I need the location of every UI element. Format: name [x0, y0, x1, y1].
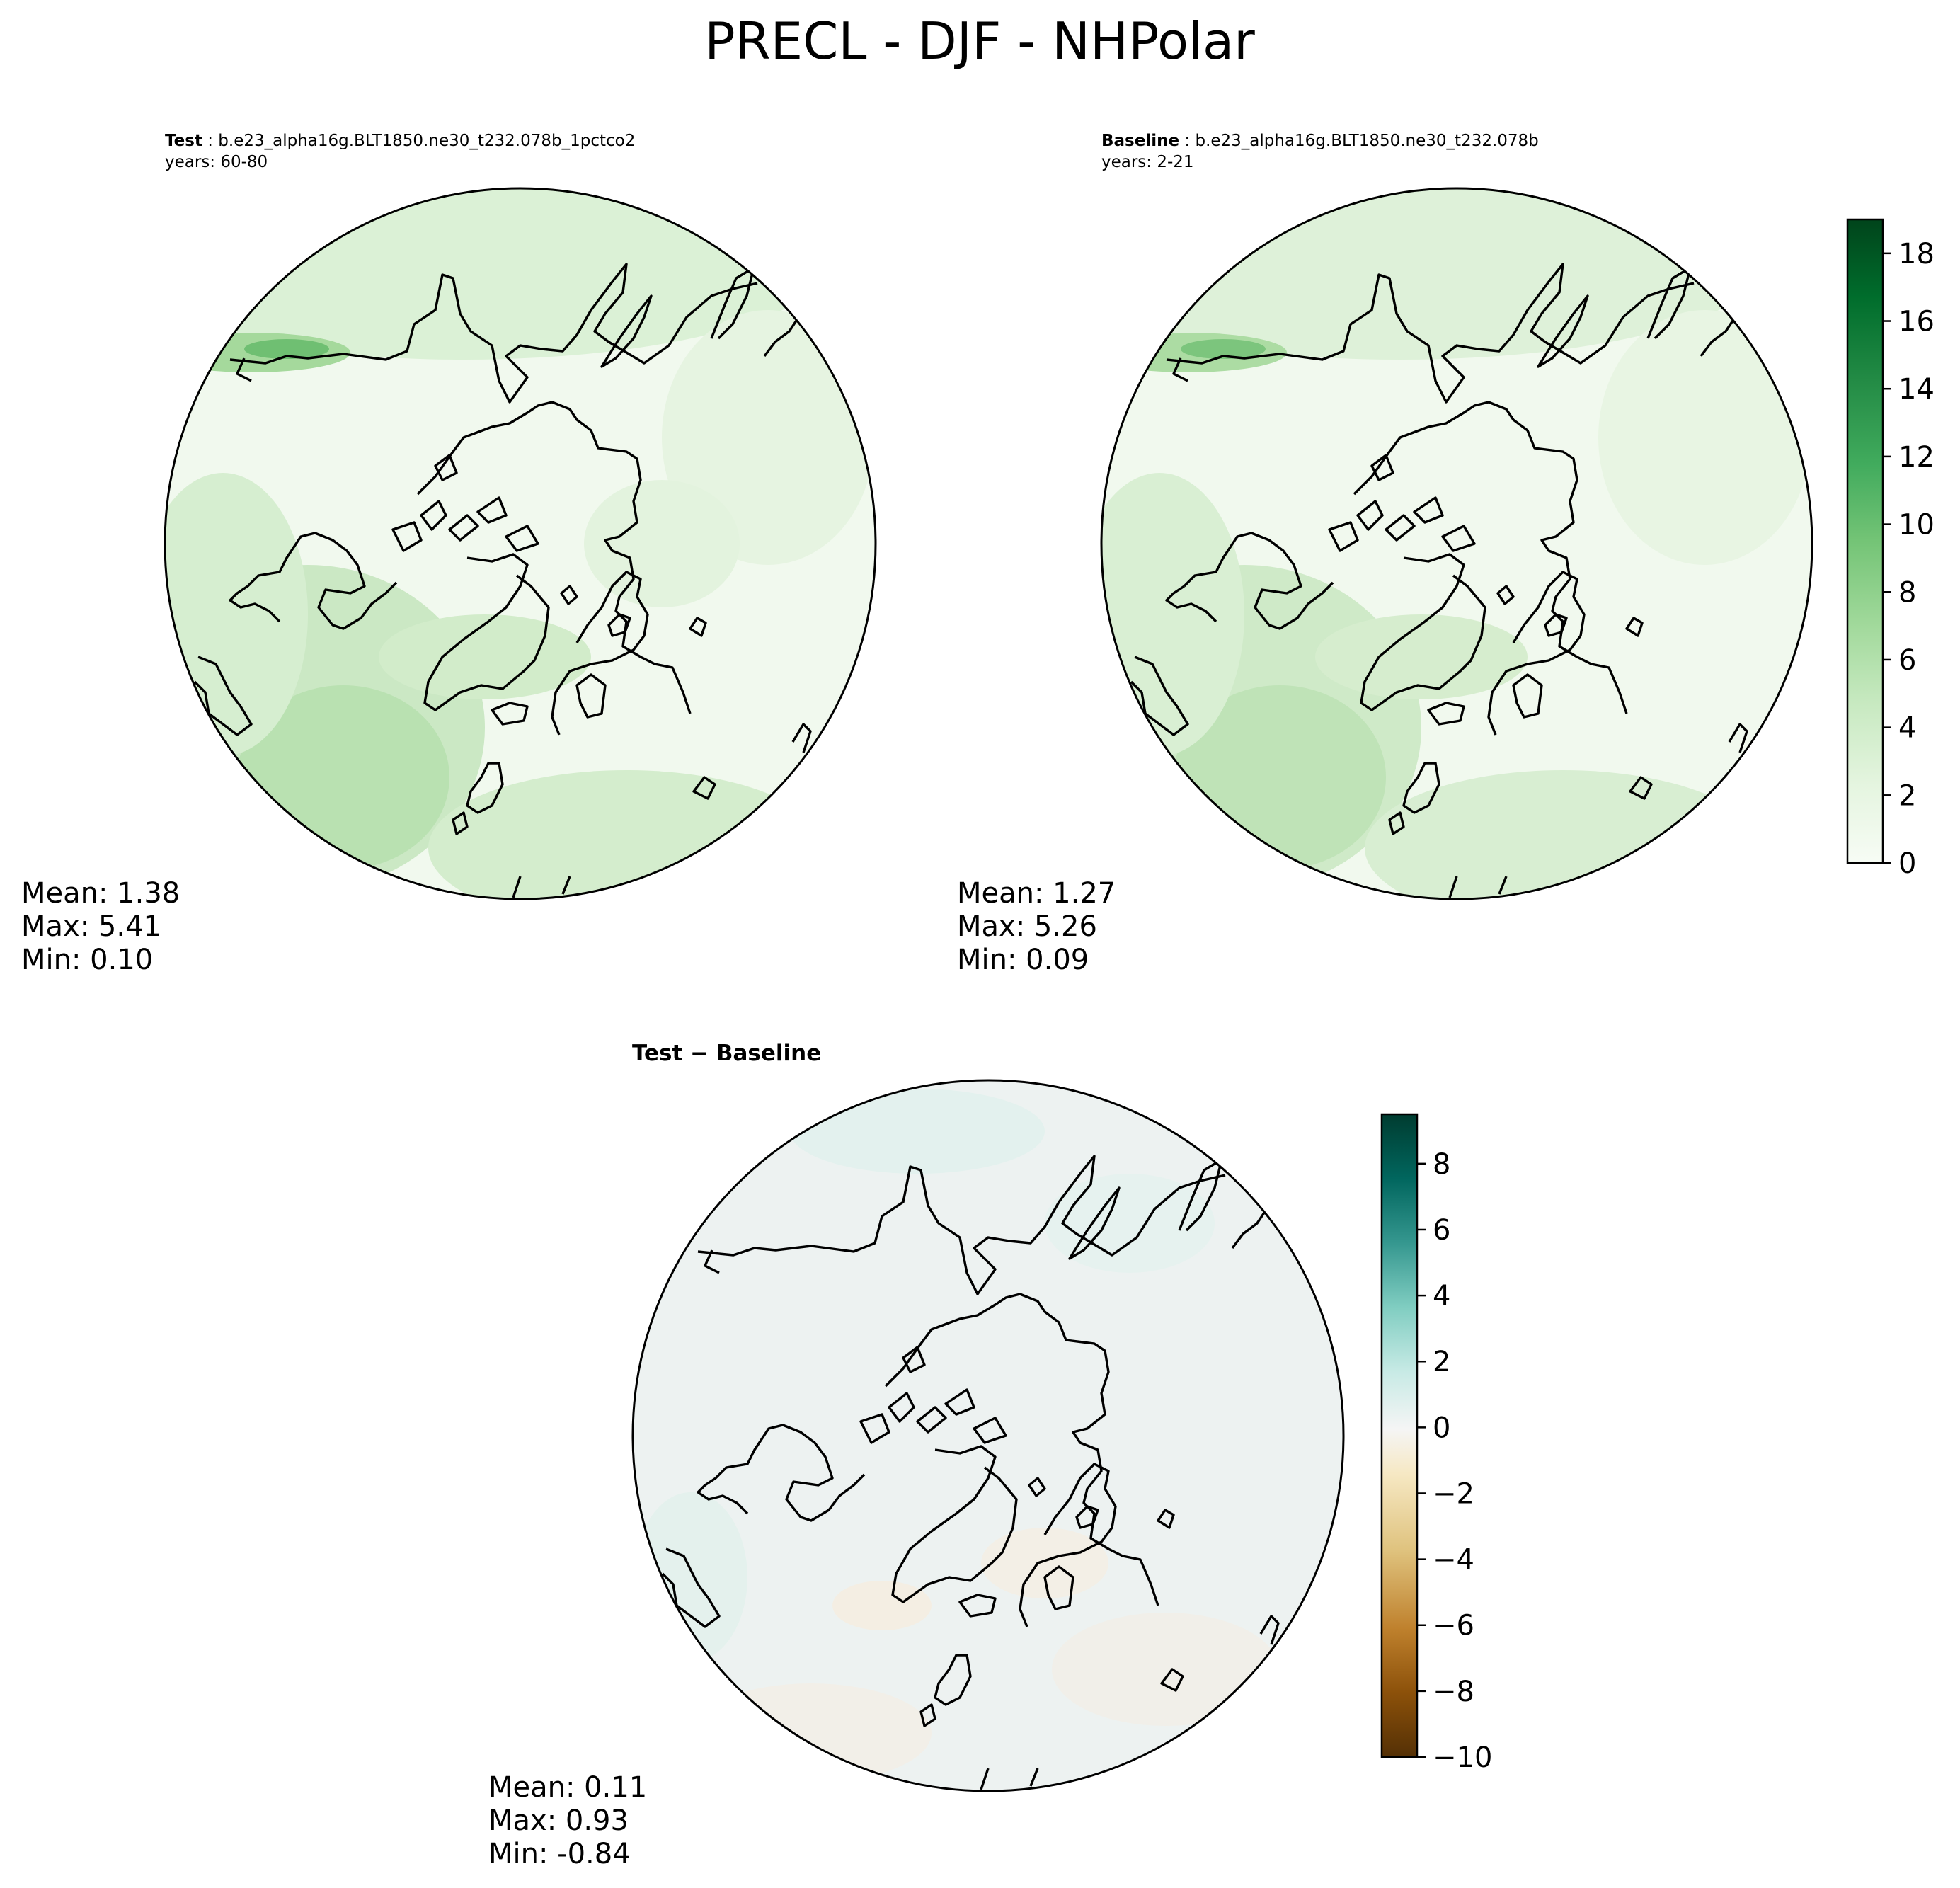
- colorbar-tick-label: 12: [1898, 441, 1935, 474]
- colorbar-tick-label: 6: [1898, 644, 1916, 677]
- panel-baseline-header: Baseline : b.e23_alpha16g.BLT1850.ne30_t…: [1101, 132, 1539, 150]
- panel-test-years: years: 60-80: [165, 153, 268, 171]
- colorbar-tick-label: 14: [1898, 373, 1935, 406]
- stat-mean: Mean: 1.27: [957, 877, 1116, 910]
- panel-difference-title: Test − Baseline: [632, 1041, 821, 1066]
- panel-test-header: Test : b.e23_alpha16g.BLT1850.ne30_t232.…: [165, 132, 635, 150]
- stat-min: Min: 0.10: [21, 944, 153, 976]
- colorbar-tick-label: 4: [1898, 712, 1916, 745]
- colorbar-greens: 0 2 4 6 8 10 12 14 16 18: [1846, 218, 1935, 880]
- colorbar-tick-label: −6: [1433, 1610, 1474, 1642]
- colorbar-tick-label: 6: [1433, 1214, 1450, 1247]
- colorbar-tick-label: −10: [1433, 1741, 1492, 1774]
- colorbar-tick-label: 0: [1898, 847, 1916, 880]
- stat-max: Max: 5.26: [957, 910, 1097, 943]
- colorbar-tick-label: 10: [1898, 509, 1935, 542]
- map-boundary: [164, 187, 877, 900]
- stat-min: Min: -0.84: [488, 1838, 631, 1870]
- colorbar-tick-label: 8: [1898, 576, 1916, 609]
- colorbar-greens-bar: [1846, 218, 1884, 864]
- colorbar-tick-label: 18: [1898, 238, 1935, 270]
- colorbar-tick-label: 0: [1433, 1412, 1450, 1444]
- colorbar-tick-label: −8: [1433, 1676, 1474, 1708]
- stat-max: Max: 5.41: [21, 910, 161, 943]
- map-boundary: [1100, 187, 1813, 900]
- colorbar-greens-ticks: 0 2 4 6 8 10 12 14 16 18: [1883, 238, 1935, 880]
- colorbar-diverging-bar: [1380, 1113, 1419, 1758]
- colorbar-diverging: 8 6 4 2 0 −2 −4 −6 −8 −10: [1380, 1113, 1492, 1774]
- figure-title: PRECL - DJF - NHPolar: [704, 11, 1255, 71]
- colorbar-tick-label: 2: [1433, 1346, 1450, 1378]
- colorbar-tick-label: 8: [1433, 1148, 1450, 1181]
- stat-min: Min: 0.09: [957, 944, 1089, 976]
- map-boundary: [631, 1079, 1345, 1792]
- colorbar-tick-label: 4: [1433, 1280, 1450, 1312]
- stat-mean: Mean: 1.38: [21, 877, 180, 910]
- panel-difference: Test − Baseline Mean: 0.11 Max: 0.93 Min…: [488, 1041, 1345, 1870]
- panel-test-map: [164, 187, 877, 900]
- colorbar-diverging-ticks: 8 6 4 2 0 −2 −4 −6 −8 −10: [1417, 1148, 1492, 1774]
- panel-baseline-years: years: 2-21: [1101, 153, 1194, 171]
- panel-baseline: Baseline : b.e23_alpha16g.BLT1850.ne30_t…: [957, 132, 1813, 976]
- stat-max: Max: 0.93: [488, 1804, 629, 1837]
- colorbar-tick-label: −4: [1433, 1544, 1474, 1577]
- panel-difference-map: [631, 1079, 1345, 1792]
- colorbar-tick-label: 2: [1898, 779, 1916, 812]
- colorbar-tick-label: 16: [1898, 306, 1935, 338]
- panel-baseline-map: [1100, 187, 1813, 900]
- stat-mean: Mean: 0.11: [488, 1771, 647, 1804]
- panel-test: Test : b.e23_alpha16g.BLT1850.ne30_t232.…: [21, 132, 877, 976]
- colorbar-tick-label: −2: [1433, 1477, 1474, 1510]
